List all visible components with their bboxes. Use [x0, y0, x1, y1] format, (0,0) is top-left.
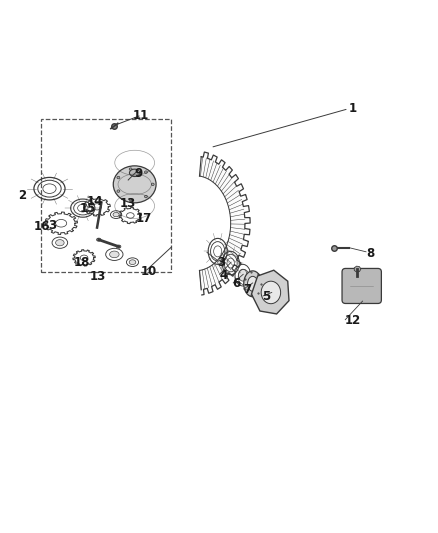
- Text: 18: 18: [74, 256, 91, 269]
- Text: 10: 10: [141, 265, 157, 278]
- Polygon shape: [251, 270, 289, 314]
- FancyBboxPatch shape: [342, 269, 381, 303]
- Ellipse shape: [56, 240, 64, 246]
- Text: 3: 3: [48, 219, 57, 232]
- Ellipse shape: [129, 260, 136, 264]
- Ellipse shape: [129, 168, 132, 171]
- Ellipse shape: [97, 238, 101, 241]
- Ellipse shape: [239, 269, 247, 281]
- Ellipse shape: [244, 271, 262, 297]
- Text: 4: 4: [219, 269, 227, 281]
- Ellipse shape: [151, 183, 154, 185]
- Text: 11: 11: [133, 109, 149, 122]
- Ellipse shape: [145, 195, 147, 198]
- Text: 17: 17: [136, 213, 152, 225]
- Ellipse shape: [129, 198, 132, 201]
- Text: 6: 6: [232, 277, 240, 290]
- Text: 9: 9: [134, 167, 143, 180]
- Text: 3: 3: [217, 256, 225, 269]
- Text: 14: 14: [87, 195, 103, 208]
- Polygon shape: [354, 266, 361, 272]
- Ellipse shape: [110, 251, 119, 258]
- Ellipse shape: [117, 245, 121, 248]
- Text: 15: 15: [80, 201, 96, 215]
- Text: 2: 2: [18, 189, 26, 201]
- Text: 13: 13: [120, 197, 136, 211]
- Text: 16: 16: [34, 220, 50, 233]
- Text: 12: 12: [344, 314, 360, 327]
- Ellipse shape: [247, 276, 258, 291]
- Text: 13: 13: [89, 270, 106, 282]
- Ellipse shape: [130, 169, 140, 176]
- Ellipse shape: [261, 281, 281, 304]
- Ellipse shape: [145, 171, 147, 173]
- Text: 5: 5: [262, 290, 271, 303]
- Ellipse shape: [117, 176, 120, 179]
- Text: 1: 1: [349, 102, 357, 115]
- Ellipse shape: [113, 213, 119, 217]
- Ellipse shape: [113, 166, 156, 203]
- Ellipse shape: [117, 190, 120, 192]
- Text: 8: 8: [366, 247, 374, 260]
- Text: 7: 7: [243, 283, 251, 296]
